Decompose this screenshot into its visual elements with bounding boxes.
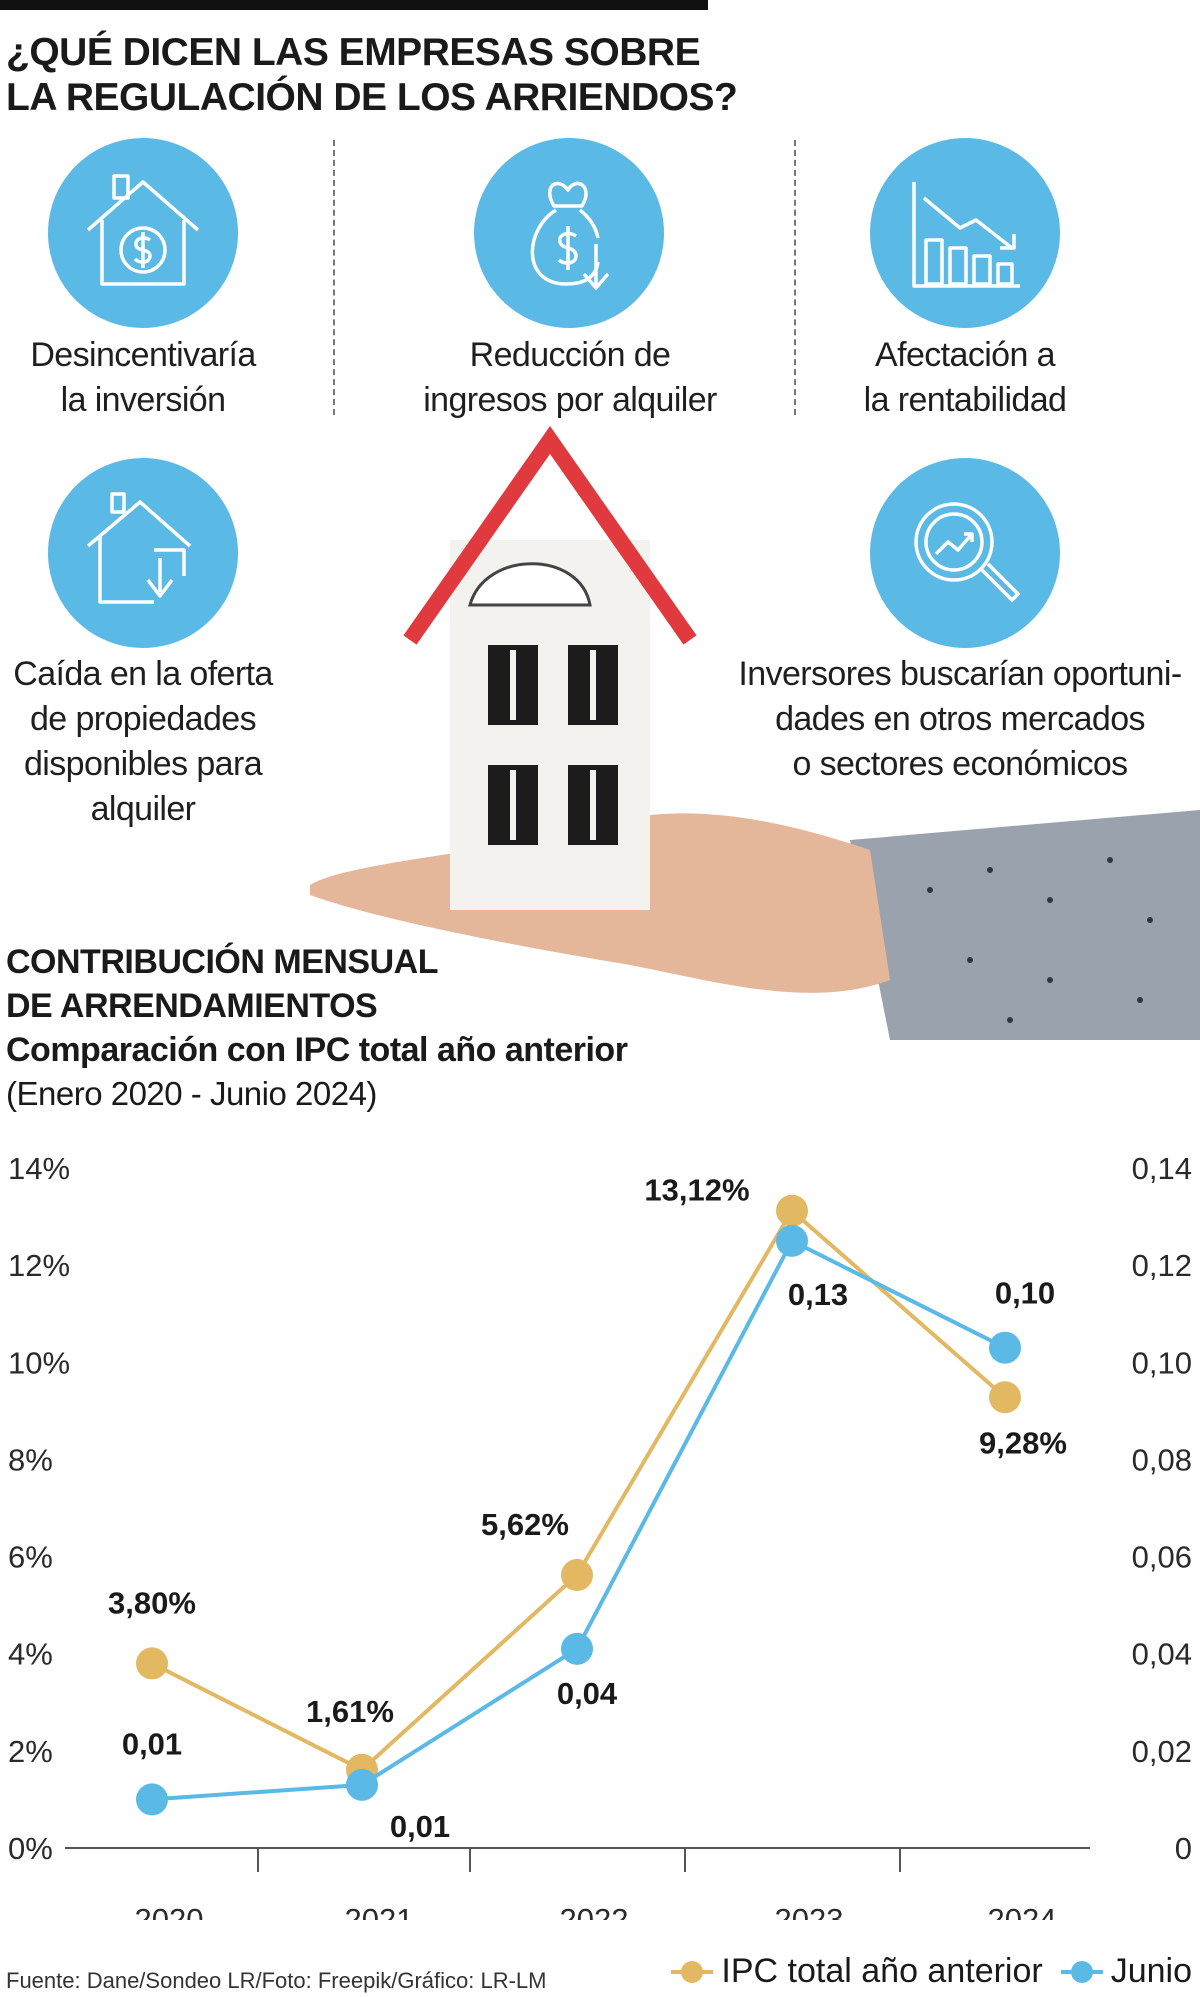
- data-label: 5,62%: [481, 1507, 569, 1542]
- y-right-tick-label: 0,14: [1132, 1151, 1192, 1186]
- page-title: ¿QUÉ DICEN LAS EMPRESAS SOBRE LA REGULAC…: [6, 31, 738, 119]
- house-in-hand-illustration: [310, 426, 1200, 1040]
- data-point: [989, 1381, 1021, 1414]
- y-left-tick-label: 2%: [8, 1734, 53, 1769]
- y-right-tick-label: 0,08: [1132, 1442, 1192, 1477]
- data-label: 0,04: [557, 1676, 618, 1711]
- data-point: [136, 1783, 168, 1816]
- divider: [333, 140, 335, 415]
- series-line: [151, 1238, 1006, 1802]
- y-left-tick-label: 14%: [8, 1151, 70, 1186]
- x-tick-label: 2021: [345, 1902, 414, 1920]
- chart-title: CONTRIBUCIÓN MENSUAL: [6, 943, 438, 981]
- data-point: [776, 1194, 808, 1227]
- y-left-tick-label: 12%: [8, 1248, 70, 1283]
- data-label: 0,01: [122, 1726, 182, 1761]
- data-point: [561, 1632, 593, 1665]
- legend-item-junio: Junio: [1060, 1952, 1192, 1991]
- chart-heading: CONTRIBUCIÓN MENSUAL DE ARRENDAMIENTOS C…: [6, 940, 706, 1116]
- y-left-tick-label: 4%: [8, 1637, 53, 1672]
- magnifier-chart-icon: [870, 458, 1060, 648]
- y-right-tick-label: 0: [1175, 1831, 1192, 1866]
- line-chart: 2020 2021 2022 2023 2024 0% 2% 4% 6% 8% 10% 12% 14% 0…: [8, 1151, 1192, 1920]
- caption-income: Reducción de ingresos por alquiler: [423, 336, 717, 419]
- caption-investors: Inversores buscarían oportuni-dades en o…: [738, 655, 1182, 783]
- data-point: [136, 1647, 168, 1680]
- bar-chart-down-icon: [870, 138, 1060, 328]
- x-tick-label: 2024: [988, 1902, 1057, 1920]
- y-left-tick-label: 0%: [8, 1831, 53, 1866]
- x-tick-label: 2020: [135, 1902, 204, 1920]
- data-label: 13,12%: [644, 1173, 749, 1208]
- data-label: 0,10: [995, 1276, 1055, 1311]
- legend-swatch-ipc: [671, 1960, 714, 1984]
- y-right-tick-label: 0,10: [1132, 1345, 1192, 1380]
- x-tick-label: 2023: [775, 1902, 844, 1920]
- data-point: [776, 1224, 808, 1257]
- legend-label-ipc: IPC total año anterior: [721, 1952, 1043, 1990]
- top-rule: [0, 0, 708, 10]
- house-dollar-icon: [48, 138, 238, 328]
- data-label: 0,01: [390, 1809, 450, 1844]
- data-point: [561, 1559, 593, 1592]
- data-label: 0,13: [788, 1277, 848, 1312]
- money-bag-down-icon: [474, 138, 664, 328]
- y-left-tick-label: 6%: [8, 1540, 53, 1575]
- chart-legend: IPC total año anterior Junio: [671, 1952, 1192, 1991]
- data-label: 3,80%: [108, 1585, 196, 1620]
- caption-investment: Desincentivaría la inversión: [30, 336, 256, 419]
- legend-label-junio: Junio: [1110, 1952, 1192, 1990]
- y-left-tick-label: 10%: [8, 1345, 70, 1380]
- caption-supply: Caída en la oferta de propiedades disponi…: [13, 655, 273, 828]
- data-point: [989, 1331, 1021, 1364]
- divider: [794, 140, 796, 415]
- house-down-icon: [48, 458, 238, 648]
- caption-profitability: Afectación a la rentabilidad: [863, 336, 1067, 419]
- source-note: Fuente: Dane/Sondeo LR/Foto: Freepik/Grá…: [6, 1968, 547, 1993]
- legend-swatch-junio: [1060, 1960, 1103, 1984]
- y-left-tick-label: 8%: [8, 1442, 53, 1477]
- chart-title-line2: DE ARRENDAMIENTOS: [6, 987, 378, 1025]
- y-right-tick-label: 0,12: [1132, 1248, 1192, 1283]
- chart-period: (Enero 2020 - Junio 2024): [6, 1075, 377, 1112]
- y-right-tick-label: 0,06: [1132, 1540, 1192, 1575]
- data-label: 9,28%: [979, 1425, 1067, 1460]
- chart-subtitle: Comparación con IPC total año anterior: [6, 1031, 628, 1069]
- x-tick-label: 2022: [560, 1902, 629, 1920]
- y-right-tick-label: 0,02: [1132, 1734, 1192, 1769]
- legend-item-ipc: IPC total año anterior: [671, 1952, 1043, 1991]
- data-point: [346, 1768, 378, 1801]
- data-label: 1,61%: [306, 1694, 394, 1729]
- y-right-tick-label: 0,04: [1132, 1637, 1192, 1672]
